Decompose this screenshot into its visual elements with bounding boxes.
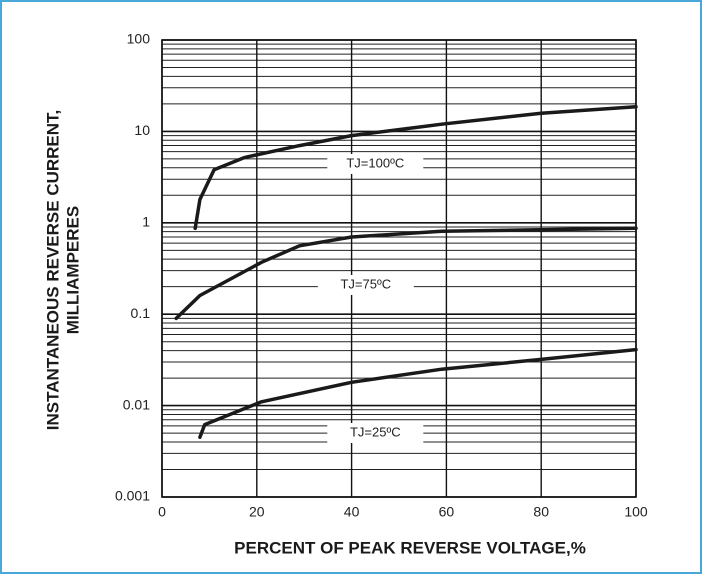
- x-tick-label: 40: [344, 504, 360, 520]
- x-tick-label: 100: [624, 504, 648, 520]
- x-tick-label: 60: [439, 504, 455, 520]
- label-box: [327, 154, 424, 174]
- series-label: TJ=100ºC: [346, 155, 404, 170]
- label-box: [317, 275, 414, 295]
- series-label: TJ=25ºC: [350, 424, 401, 439]
- curve: [193, 105, 638, 231]
- y-tick-label: 0.1: [131, 305, 151, 321]
- label-box: [327, 423, 424, 443]
- y-axis-title: MILLIAMPERES: [63, 206, 82, 334]
- x-tick-label: 20: [249, 504, 265, 520]
- x-tick-label: 0: [158, 504, 166, 520]
- y-tick-label: 0.001: [115, 488, 150, 504]
- plot-frame: [161, 39, 637, 498]
- x-axis-title: PERCENT OF PEAK REVERSE VOLTAGE,%: [234, 538, 586, 557]
- y-tick-label: 100: [127, 31, 151, 47]
- x-tick-label: 80: [533, 504, 549, 520]
- grid: [161, 39, 637, 498]
- plot: TJ=100ºC TJ=75ºC TJ=25ºC: [174, 105, 638, 443]
- series-label: TJ=75ºC: [340, 276, 391, 291]
- y-tick-label: 0.01: [123, 396, 150, 412]
- curve: [198, 347, 638, 440]
- y-tick-label: 1: [142, 214, 150, 230]
- y-axis-title: INSTANTANEOUS REVERSE CURRENT,: [43, 110, 62, 431]
- curve: [174, 226, 638, 321]
- y-tick-label: 10: [134, 122, 150, 138]
